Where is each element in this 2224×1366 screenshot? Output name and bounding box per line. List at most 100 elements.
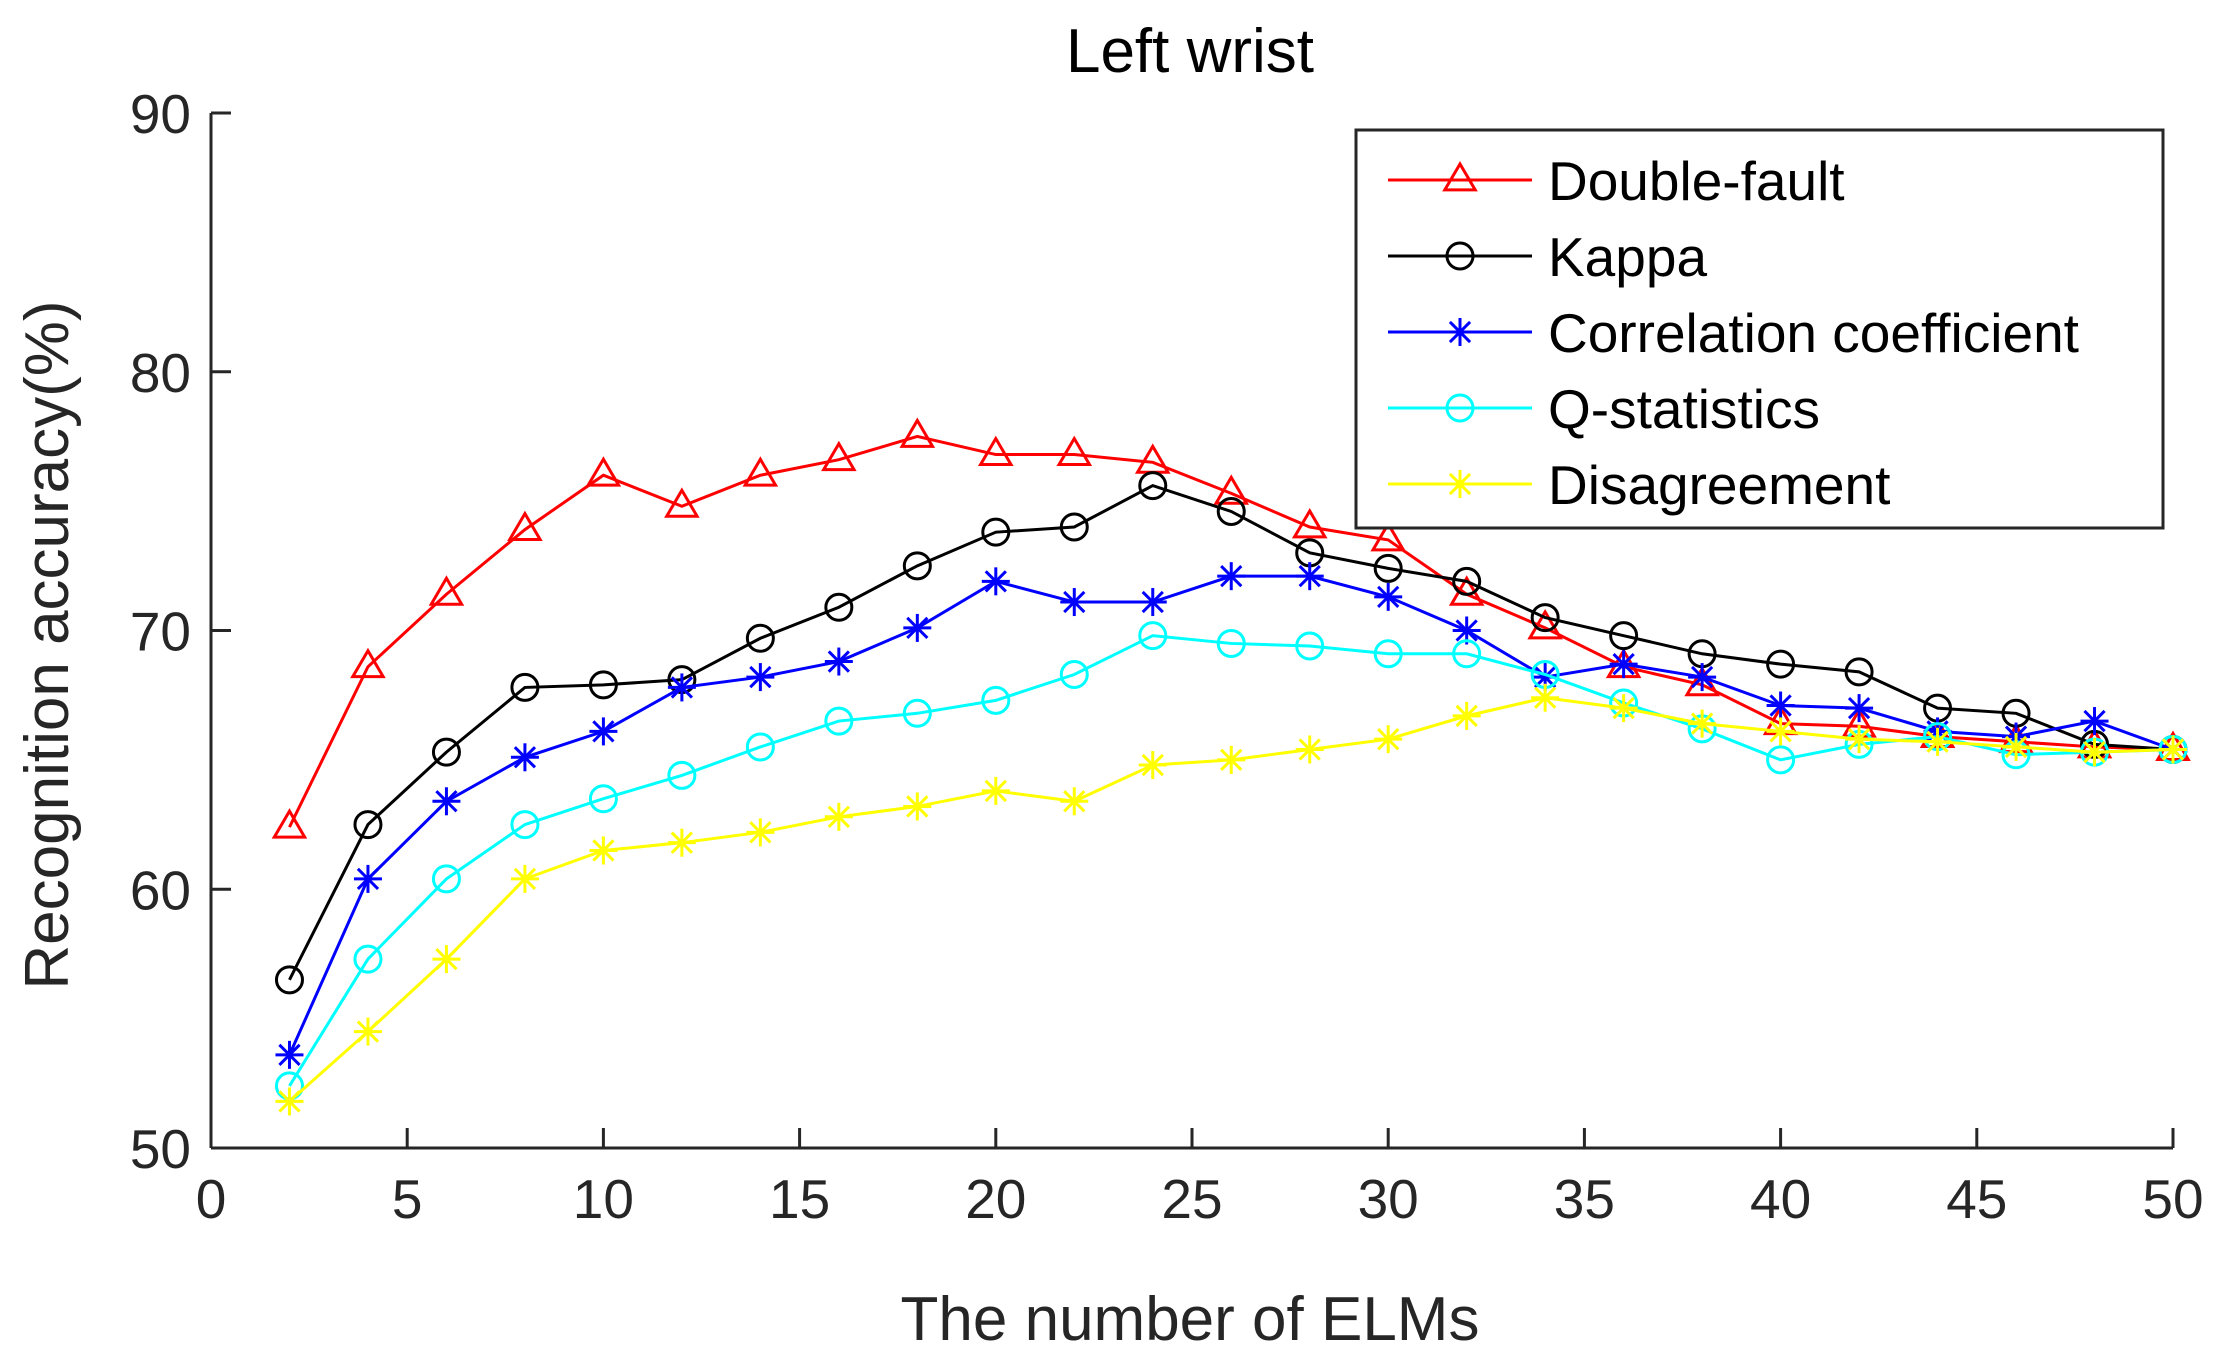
asterisk-stroke [592, 720, 615, 743]
series-correlation-coefficient [275, 562, 2187, 1069]
data-point-kappa [902, 551, 932, 581]
data-point-disagreement [1923, 727, 1952, 756]
asterisk-stroke [1926, 730, 1949, 753]
data-point-kappa [510, 672, 540, 702]
legend-marker [1446, 318, 1474, 346]
data-point-q-statistics [1452, 639, 1482, 669]
series-layer [271, 417, 2191, 1116]
x-tick-label: 15 [769, 1168, 830, 1230]
asterisk-stroke [1847, 728, 1871, 751]
data-point-correlation-coefficient [824, 647, 853, 676]
data-point-disagreement [1452, 701, 1481, 730]
data-point-kappa [353, 810, 383, 840]
data-point-kappa [824, 592, 854, 622]
asterisk-stroke [1063, 790, 1086, 813]
data-point-kappa [1766, 649, 1796, 679]
asterisk-stroke [513, 867, 537, 891]
legend-box [1354, 128, 2165, 530]
asterisk-stroke [2004, 735, 2028, 759]
x-tick-label: 0 [196, 1168, 227, 1230]
data-point-disagreement [275, 1087, 304, 1116]
asterisk-stroke [1847, 696, 1871, 720]
data-point-double-fault [1056, 435, 1093, 466]
data-point-kappa [1216, 496, 1246, 526]
data-point-correlation-coefficient [275, 1040, 304, 1069]
asterisk-stroke [749, 821, 772, 844]
asterisk-stroke [1220, 565, 1243, 588]
legend-marker [1445, 393, 1475, 423]
data-point-correlation-coefficient [589, 717, 618, 746]
x-tick-label: 20 [965, 1168, 1026, 1230]
data-point-disagreement [746, 818, 775, 847]
data-point-correlation-coefficient [1609, 650, 1638, 679]
asterisk-stroke [2083, 709, 2106, 733]
legend-item-double-fault: Double-fault [1388, 150, 1845, 212]
data-point-kappa [1059, 512, 1089, 542]
data-point-double-fault [977, 435, 1014, 466]
data-point-disagreement [1217, 745, 1246, 774]
asterisk-stroke [435, 947, 458, 971]
data-point-correlation-coefficient [353, 864, 382, 893]
asterisk-stroke [356, 867, 380, 891]
data-point-correlation-coefficient [1766, 691, 1795, 720]
asterisk-stroke [1220, 748, 1243, 772]
x-tick-label: 35 [1554, 1168, 1615, 1230]
data-point-double-fault [428, 575, 465, 606]
data-point-q-statistics [353, 944, 383, 974]
asterisk-stroke [592, 839, 615, 862]
data-point-correlation-coefficient [1845, 694, 1874, 723]
y-tick-label: 80 [130, 342, 191, 404]
data-point-correlation-coefficient [1688, 663, 1717, 692]
legend-item-correlation-coefficient: Correlation coefficient [1388, 302, 2079, 364]
y-tick-label: 60 [130, 859, 191, 921]
data-point-disagreement [1688, 709, 1717, 738]
data-point-kappa [274, 965, 304, 995]
asterisk-stroke [749, 665, 772, 689]
data-point-q-statistics [981, 685, 1011, 715]
data-point-disagreement [1295, 735, 1324, 764]
x-tick-label: 25 [1161, 1168, 1222, 1230]
asterisk-stroke [1534, 686, 1557, 709]
data-point-disagreement [1374, 725, 1403, 754]
legend: Double-fault Kappa Correlation coefficient… [1354, 128, 2165, 530]
x-tick-label: 5 [392, 1168, 423, 1230]
data-point-double-fault [1213, 474, 1250, 505]
series-disagreement [275, 683, 2187, 1116]
asterisk-stroke [1455, 619, 1478, 642]
data-point-q-statistics [1766, 745, 1796, 775]
data-point-kappa [1609, 621, 1639, 651]
data-point-kappa [1844, 657, 1874, 687]
data-point-disagreement [667, 828, 696, 857]
asterisk-stroke [356, 1020, 380, 1043]
asterisk-stroke [1141, 590, 1164, 614]
data-point-correlation-coefficient [510, 743, 539, 772]
legend-item-disagreement: Disagreement [1388, 454, 1890, 516]
data-point-kappa [745, 623, 775, 653]
data-point-q-statistics [1295, 631, 1325, 661]
data-point-correlation-coefficient [903, 613, 932, 642]
data-point-kappa [981, 517, 1011, 547]
asterisk-stroke [1769, 720, 1792, 743]
data-point-double-fault [271, 808, 308, 839]
legend-label: Double-fault [1548, 150, 1845, 212]
data-point-correlation-coefficient [1217, 562, 1246, 591]
data-point-correlation-coefficient [667, 673, 696, 702]
data-point-disagreement [1845, 725, 1874, 754]
data-point-kappa [1530, 603, 1560, 633]
asterisk-stroke [435, 790, 458, 813]
data-point-double-fault [585, 456, 622, 487]
data-point-kappa [1373, 553, 1403, 583]
x-tick-label: 45 [1946, 1168, 2007, 1230]
data-point-disagreement [432, 945, 461, 974]
asterisk-stroke [1298, 738, 1321, 761]
data-point-q-statistics [902, 698, 932, 728]
data-point-correlation-coefficient [1374, 582, 1403, 611]
data-point-correlation-coefficient [981, 567, 1010, 596]
data-point-q-statistics [510, 810, 540, 840]
legend-label: Q-statistics [1548, 378, 1820, 440]
legend-item-q-statistics: Q-statistics [1388, 378, 1820, 440]
asterisk-stroke [2161, 738, 2185, 761]
asterisk-stroke [1769, 694, 1792, 717]
data-point-correlation-coefficient [1138, 588, 1167, 617]
data-point-disagreement [2080, 738, 2109, 767]
